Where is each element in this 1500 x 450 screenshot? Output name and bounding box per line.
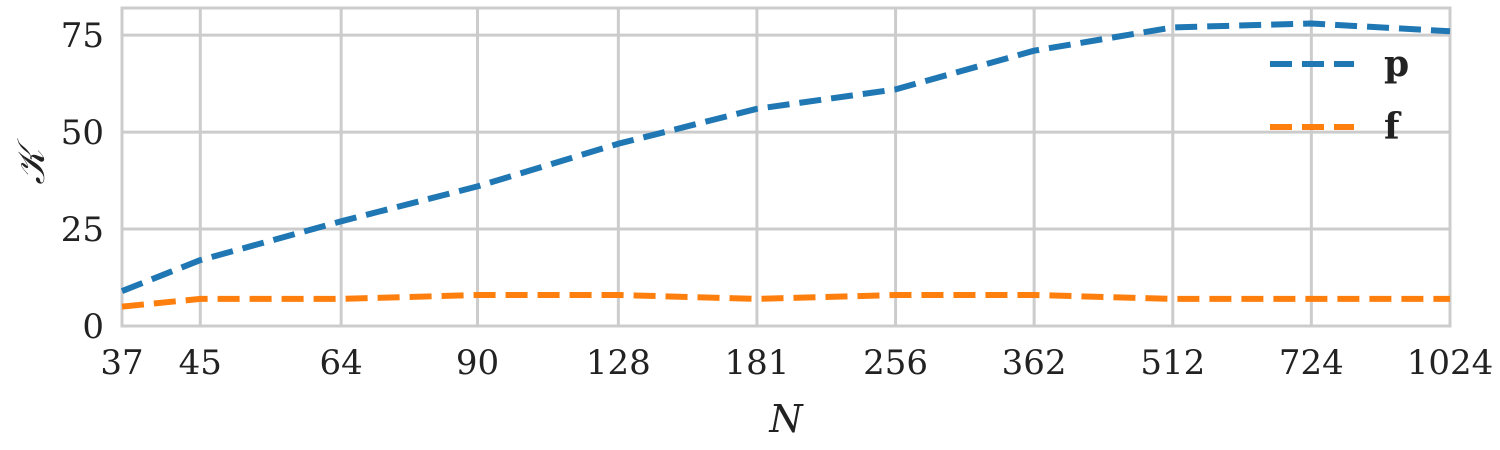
series-lines <box>120 20 1451 310</box>
y-tick-label: 0 <box>82 307 104 347</box>
x-tick-label: 37 <box>100 343 143 383</box>
series-line-p <box>120 20 1451 294</box>
x-tick-label: 90 <box>456 343 499 383</box>
x-tick-label: 512 <box>1140 343 1205 383</box>
legend-label-p: p <box>1384 43 1409 85</box>
x-tick-label: 362 <box>1002 343 1067 383</box>
x-tick-label: 128 <box>586 343 651 383</box>
grid <box>120 8 1452 328</box>
legend-label-f: f <box>1384 106 1402 148</box>
y-axis-ticks: 0 25 50 75 <box>61 16 104 347</box>
y-axis-label: 𝒦 <box>9 138 53 185</box>
x-axis-label: N <box>768 397 804 441</box>
y-tick-label: 50 <box>61 113 104 153</box>
plot-frame <box>120 6 1452 328</box>
y-tick-label: 75 <box>61 16 104 56</box>
x-tick-label: 1024 <box>1407 343 1494 383</box>
x-axis-ticks: 37 45 64 90 128 181 256 362 512 724 1024 <box>100 343 1493 383</box>
y-tick-label: 25 <box>61 210 104 250</box>
x-tick-label: 45 <box>179 343 222 383</box>
x-tick-label: 256 <box>863 343 928 383</box>
series-line-f <box>121 292 1450 310</box>
legend: pf <box>1270 43 1409 148</box>
x-tick-label: 181 <box>724 343 789 383</box>
x-tick-label: 64 <box>320 343 363 383</box>
x-tick-label: 724 <box>1279 343 1344 383</box>
